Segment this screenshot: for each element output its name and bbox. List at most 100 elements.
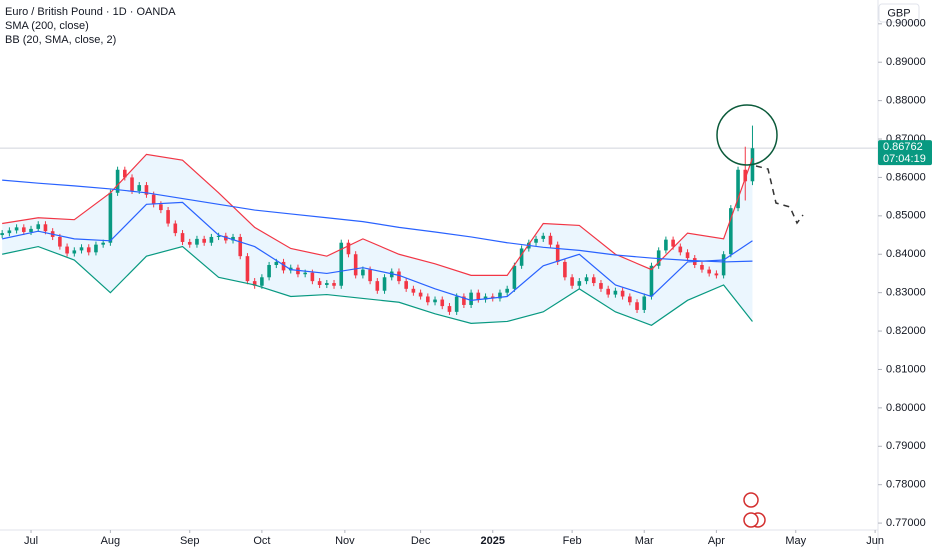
candle-body: [115, 169, 120, 193]
y-tick-label: 0.81000: [886, 363, 926, 375]
candle-body: [159, 204, 163, 211]
y-tick-label: 0.77000: [886, 517, 926, 529]
candle-body: [613, 290, 618, 295]
candle-body: [151, 194, 156, 205]
x-tick-label: Nov: [335, 535, 355, 547]
bb-lower: [2, 245, 753, 326]
candle-body: [339, 242, 344, 286]
candle-body: [555, 244, 560, 262]
candle-body: [714, 273, 719, 276]
currency-box[interactable]: [878, 3, 920, 23]
candle-body: [317, 281, 322, 285]
candle-body: [195, 238, 199, 245]
candle-body: [303, 272, 307, 275]
candle-body: [325, 283, 329, 285]
candle-body: [548, 235, 553, 245]
candle-body: [541, 235, 546, 239]
candle-body: [512, 265, 517, 289]
candle-body: [505, 288, 509, 293]
x-tick-label: 2025: [481, 535, 505, 547]
candle-body: [743, 169, 748, 182]
candle-body: [14, 227, 19, 231]
candle-body: [671, 239, 675, 247]
candle-body: [649, 265, 654, 297]
x-tick-label: Feb: [563, 535, 582, 547]
candle-body: [642, 296, 647, 310]
x-tick-label: Mar: [635, 535, 654, 547]
candle-body: [108, 192, 113, 243]
candle-body: [433, 299, 437, 303]
y-tick-label: 0.84000: [886, 248, 926, 260]
candle-body: [375, 281, 380, 291]
y-tick-label: 0.90000: [886, 18, 926, 30]
candle-body: [519, 248, 524, 266]
bb-upper: [2, 153, 754, 276]
candle-body: [94, 244, 98, 253]
candle-body: [397, 271, 401, 282]
candle-body: [736, 169, 740, 209]
event-icons: [743, 492, 766, 528]
candle-body: [187, 241, 192, 245]
candle-body: [534, 238, 538, 243]
sma-line: [2, 179, 753, 263]
candle-body: [411, 288, 416, 293]
y-tick-label: 0.79000: [886, 440, 926, 452]
plot-area: [0, 125, 878, 326]
candle-body: [166, 210, 170, 224]
candle-body: [216, 235, 221, 237]
candle-body: [72, 250, 77, 254]
projection-path: [755, 165, 804, 225]
x-tick-label: May: [785, 535, 806, 547]
candle-body: [353, 254, 358, 276]
candle-body: [368, 269, 372, 282]
bb-fill: [2, 154, 753, 326]
candle-body: [620, 290, 625, 297]
highlight-circle: [716, 104, 778, 166]
candle-body: [144, 185, 149, 195]
x-tick-label: Oct: [253, 535, 270, 547]
candle-body: [563, 261, 567, 278]
candle-body: [7, 230, 12, 234]
candle-body: [123, 169, 127, 178]
candle-body: [0, 233, 4, 236]
candle-body: [260, 277, 264, 286]
candle-body: [707, 269, 711, 274]
candle-body: [440, 299, 445, 307]
candle-body: [361, 269, 365, 276]
candle-body: [426, 296, 430, 303]
candle-body: [454, 296, 459, 312]
event-flag: [743, 492, 759, 508]
candle-body: [29, 228, 33, 232]
candle-body: [721, 254, 726, 276]
candle-body: [86, 247, 91, 253]
candle-body: [43, 224, 48, 232]
candle-body: [65, 246, 69, 254]
candle-body: [36, 224, 41, 229]
price-tag-value: 0.86762: [883, 141, 923, 153]
candle-body: [447, 306, 452, 312]
candle-body: [346, 242, 351, 255]
y-tick-label: 0.83000: [886, 287, 926, 299]
candle-body: [483, 296, 488, 300]
candle-body: [685, 252, 690, 259]
price-tag: [878, 140, 932, 166]
candle-body: [628, 296, 632, 303]
candle-body: [678, 246, 683, 253]
candle-body: [570, 277, 574, 286]
candle-body: [476, 292, 481, 300]
candle-body: [310, 272, 315, 282]
candle-body: [267, 265, 271, 278]
candle-body: [245, 256, 250, 282]
y-tick-label: 0.80000: [886, 402, 926, 414]
candle-body: [591, 277, 596, 284]
currency-label: GBP: [887, 7, 910, 19]
candle-body: [635, 302, 639, 310]
candle-body: [101, 242, 105, 245]
y-tick-label: 0.85000: [886, 210, 926, 222]
candle-body: [700, 265, 704, 270]
x-tick-label: Apr: [708, 535, 725, 547]
y-tick-label: 0.82000: [886, 325, 926, 337]
candle-body: [238, 236, 243, 257]
candle-body: [606, 288, 610, 295]
